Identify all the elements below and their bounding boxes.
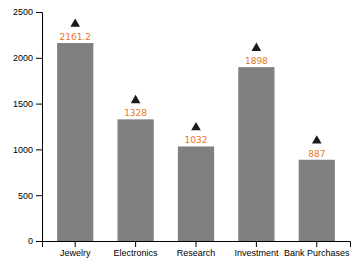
x-tick-label: Bank Purchases [284, 248, 350, 258]
x-tick-mark [316, 241, 317, 247]
y-tick: 1500 [13, 99, 42, 109]
y-tick-mark [36, 12, 42, 13]
y-tick: 0 [28, 236, 42, 246]
bars [57, 18, 335, 241]
y-tick-label: 500 [18, 191, 33, 201]
marker [252, 43, 262, 51]
x-tick: Research [177, 241, 216, 258]
marker [70, 18, 80, 26]
bar [117, 119, 153, 241]
x-tick-label: Research [177, 248, 216, 258]
x-tick-mark [135, 241, 136, 247]
y-axis-line [36, 13, 43, 242]
x-axis: Jewelry Electronics Research Investment Bank… [43, 241, 351, 258]
data-labels: 2161.2 1328 1032 1898 887 [59, 32, 325, 159]
y-tick-mark [36, 149, 42, 150]
bar [178, 146, 214, 241]
x-tick: Investment [234, 241, 279, 258]
data-label: 887 [308, 149, 325, 159]
y-tick-mark [36, 104, 42, 105]
y-tick-label: 2500 [13, 7, 33, 17]
y-tick-label: 1000 [13, 145, 33, 155]
chart: 0 500 1000 1500 2000 2500 Jewelry Electronics Re… [0, 0, 364, 269]
x-tick-mark [196, 241, 197, 247]
x-tick-mark [256, 241, 257, 247]
y-tick-label: 0 [28, 236, 33, 246]
y-tick: 2500 [13, 7, 42, 17]
x-axis-line [43, 242, 351, 248]
x-tick-label: Electronics [114, 248, 159, 258]
x-tick: Bank Purchases [284, 241, 350, 258]
x-tick-mark [75, 241, 76, 247]
data-label: 1898 [245, 56, 268, 66]
data-label: 1032 [185, 135, 208, 145]
bar [299, 160, 335, 241]
bar [57, 43, 93, 241]
y-tick-mark [36, 195, 42, 196]
y-tick: 500 [18, 191, 42, 201]
plot: 0 500 1000 1500 2000 2500 Jewelry Electronics Re… [13, 7, 351, 258]
marker [191, 122, 201, 130]
y-tick-label: 2000 [13, 53, 33, 63]
marker [131, 95, 141, 103]
x-tick-label: Jewelry [60, 248, 91, 258]
y-tick: 2000 [13, 53, 42, 63]
y-tick-mark [36, 241, 42, 242]
x-tick: Electronics [114, 241, 159, 258]
data-label: 2161.2 [59, 32, 91, 42]
y-tick-mark [36, 58, 42, 59]
data-label: 1328 [124, 108, 147, 118]
y-tick-label: 1500 [13, 99, 33, 109]
y-tick: 1000 [13, 145, 42, 155]
x-tick: Jewelry [60, 241, 91, 258]
marker [312, 135, 322, 143]
x-tick-label: Investment [234, 248, 279, 258]
bar [238, 67, 274, 241]
y-axis: 0 500 1000 1500 2000 2500 [13, 7, 43, 246]
